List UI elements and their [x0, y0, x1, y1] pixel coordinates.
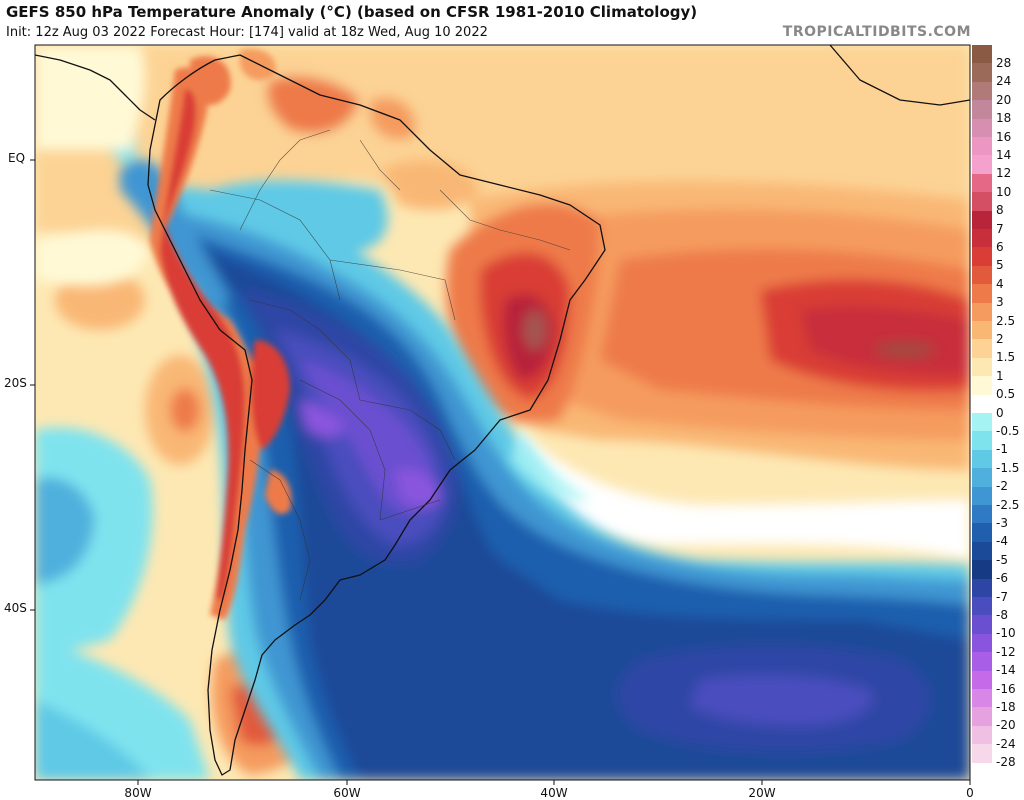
legend-swatch: [972, 615, 992, 634]
legend-label: 0: [996, 405, 1004, 420]
legend-swatch: [972, 118, 992, 137]
lat-label-eq: EQ: [8, 151, 26, 165]
legend-swatch: [972, 670, 992, 689]
coastlines: [35, 45, 970, 776]
legend-swatch: [972, 725, 992, 745]
legend-swatch: [972, 652, 992, 671]
legend-label: -14: [996, 663, 1016, 678]
lon-label-60w: 60W: [333, 786, 361, 800]
legend-label: 4: [996, 276, 1004, 291]
legend-swatch: [972, 505, 992, 524]
legend-label: -28: [996, 755, 1016, 770]
lon-label-20w: 20W: [748, 786, 776, 800]
legend-label: 18: [996, 111, 1012, 126]
legend-swatch: [972, 247, 992, 266]
legend-swatch: [972, 321, 992, 340]
legend-label: 28: [996, 56, 1012, 70]
legend-swatch: [972, 707, 992, 726]
legend-label: 16: [996, 129, 1012, 144]
legend-swatch: [972, 357, 992, 377]
legend-label: 20: [996, 92, 1012, 107]
legend-swatch: [972, 302, 992, 321]
legend-swatch: [972, 155, 992, 174]
legend-swatch: [972, 744, 992, 763]
legend-label: -0.5: [996, 424, 1020, 438]
anomaly-field: [35, 45, 970, 780]
legend-swatch: [972, 100, 992, 119]
legend-label: 2: [996, 332, 1004, 346]
legend-label: 2.5: [996, 313, 1016, 328]
legend-label: -4: [996, 534, 1008, 549]
legend-label: 8: [996, 203, 1004, 218]
legend-swatch: [972, 137, 992, 156]
legend-label: -24: [996, 736, 1016, 751]
lat-label-40s: 40S: [4, 601, 27, 615]
legend-label: 1.5: [996, 350, 1016, 365]
chart-subtitle: Init: 12z Aug 03 2022 Forecast Hour: [17…: [6, 25, 488, 40]
legend-label: 0.5: [996, 387, 1016, 402]
axis-ticks: [30, 159, 971, 785]
legend-swatch: [972, 339, 992, 358]
legend-label: -1: [996, 442, 1008, 457]
legend-swatch: [972, 689, 992, 708]
legend-swatch: [972, 210, 992, 229]
map-frame: [34, 44, 971, 781]
legend-swatch: [972, 523, 992, 542]
legend-label: -16: [996, 681, 1016, 696]
legend-label: 12: [996, 166, 1012, 181]
legend-label: -5: [996, 552, 1008, 567]
brand-watermark: TROPICALTIDBITS.COM: [782, 24, 971, 40]
legend-label: -7: [996, 589, 1008, 604]
legend-label: 10: [996, 184, 1012, 199]
legend-swatch: [972, 468, 992, 487]
legend-swatch: [972, 486, 992, 505]
lat-label-20s: 20S: [4, 376, 27, 390]
legend-label: -20: [996, 718, 1016, 733]
legend-swatch: [972, 81, 992, 101]
legend-label: 6: [996, 240, 1004, 254]
legend-swatch: [972, 284, 992, 303]
legend-label: -2.5: [996, 497, 1020, 512]
legend-swatch: [972, 560, 992, 579]
legend-label: -12: [996, 644, 1016, 659]
legend-swatch: [972, 449, 992, 469]
legend-swatch: [972, 413, 992, 432]
legend-swatch: [972, 229, 992, 248]
legend-swatch: [972, 597, 992, 616]
legend-swatch: [972, 578, 992, 597]
legend-label: 24: [996, 74, 1012, 89]
legend-label: 5: [996, 258, 1004, 273]
legend-swatch: [972, 633, 992, 653]
legend-swatch: [972, 63, 992, 82]
legend-label: 3: [996, 295, 1004, 310]
legend-label: -10: [996, 626, 1016, 641]
lon-label-80w: 80W: [124, 786, 152, 800]
lon-label-40w: 40W: [540, 786, 568, 800]
lon-label-0: 0: [966, 786, 974, 800]
legend-swatch: [972, 265, 992, 285]
legend-swatch: [972, 541, 992, 561]
legend-label: -3: [996, 516, 1008, 530]
legend-swatch: [972, 376, 992, 395]
chart-title: GEFS 850 hPa Temperature Anomaly (°C) (b…: [6, 3, 698, 21]
legend-label: -18: [996, 700, 1016, 714]
legend-swatch: [972, 173, 992, 193]
country-borders: [209, 129, 571, 601]
legend-label: 14: [996, 148, 1012, 162]
legend-label: 1: [996, 368, 1004, 383]
legend-label: -6: [996, 571, 1008, 586]
legend-swatch: [972, 431, 992, 450]
legend-swatch: [972, 192, 992, 211]
legend-label: -2: [996, 479, 1008, 494]
legend-label: -1.5: [996, 460, 1020, 475]
legend-label: -8: [996, 608, 1008, 622]
legend-swatch: [972, 45, 992, 64]
legend-label: 7: [996, 221, 1004, 236]
legend-swatch: [972, 394, 992, 413]
